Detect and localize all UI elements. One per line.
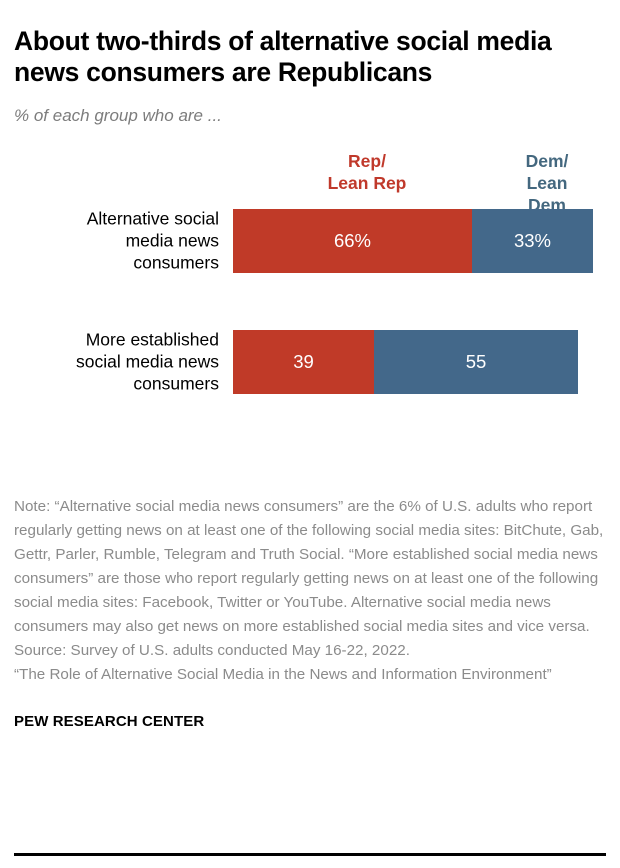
bar-segment-dem: 33% [472, 208, 593, 273]
bar-row-alternative: Alternative social media news consumers … [14, 209, 606, 273]
legend-item-rep: Rep/ Lean Rep [327, 150, 407, 193]
page-title: About two-thirds of alternative social m… [14, 26, 552, 88]
bar-track: 66% 33% [233, 208, 593, 273]
chart-note: Note: “Alternative social media news con… [14, 495, 606, 687]
bottom-divider [14, 853, 606, 856]
bar-category-label: Alternative social media news consumers [86, 208, 219, 274]
chart-legend: Rep/ Lean Rep Dem/ Lean Dem [14, 150, 606, 215]
bar-row-established: More established social media news consu… [14, 330, 606, 394]
legend-item-dem: Dem/ Lean Dem [525, 150, 569, 216]
bar-track: 39 55 [233, 329, 578, 394]
bar-segment-rep: 66% [233, 208, 472, 273]
source-text: Source: Survey of U.S. adults conducted … [14, 642, 410, 660]
bar-segment-rep: 39 [233, 329, 374, 394]
pew-research-center-brand: PEW RESEARCH CENTER [14, 713, 205, 731]
chart-subtitle: % of each group who are ... [14, 105, 222, 125]
stacked-bar-chart: Rep/ Lean Rep Dem/ Lean Dem Alternative … [14, 150, 606, 440]
report-title-text: “The Role of Alternative Social Media in… [14, 666, 552, 684]
note-text: Note: “Alternative social media news con… [14, 498, 604, 636]
chart-footer: Note: “Alternative social media news con… [14, 495, 606, 730]
bar-category-label: More established social media news consu… [76, 329, 219, 395]
bar-segment-dem: 55 [374, 329, 578, 394]
